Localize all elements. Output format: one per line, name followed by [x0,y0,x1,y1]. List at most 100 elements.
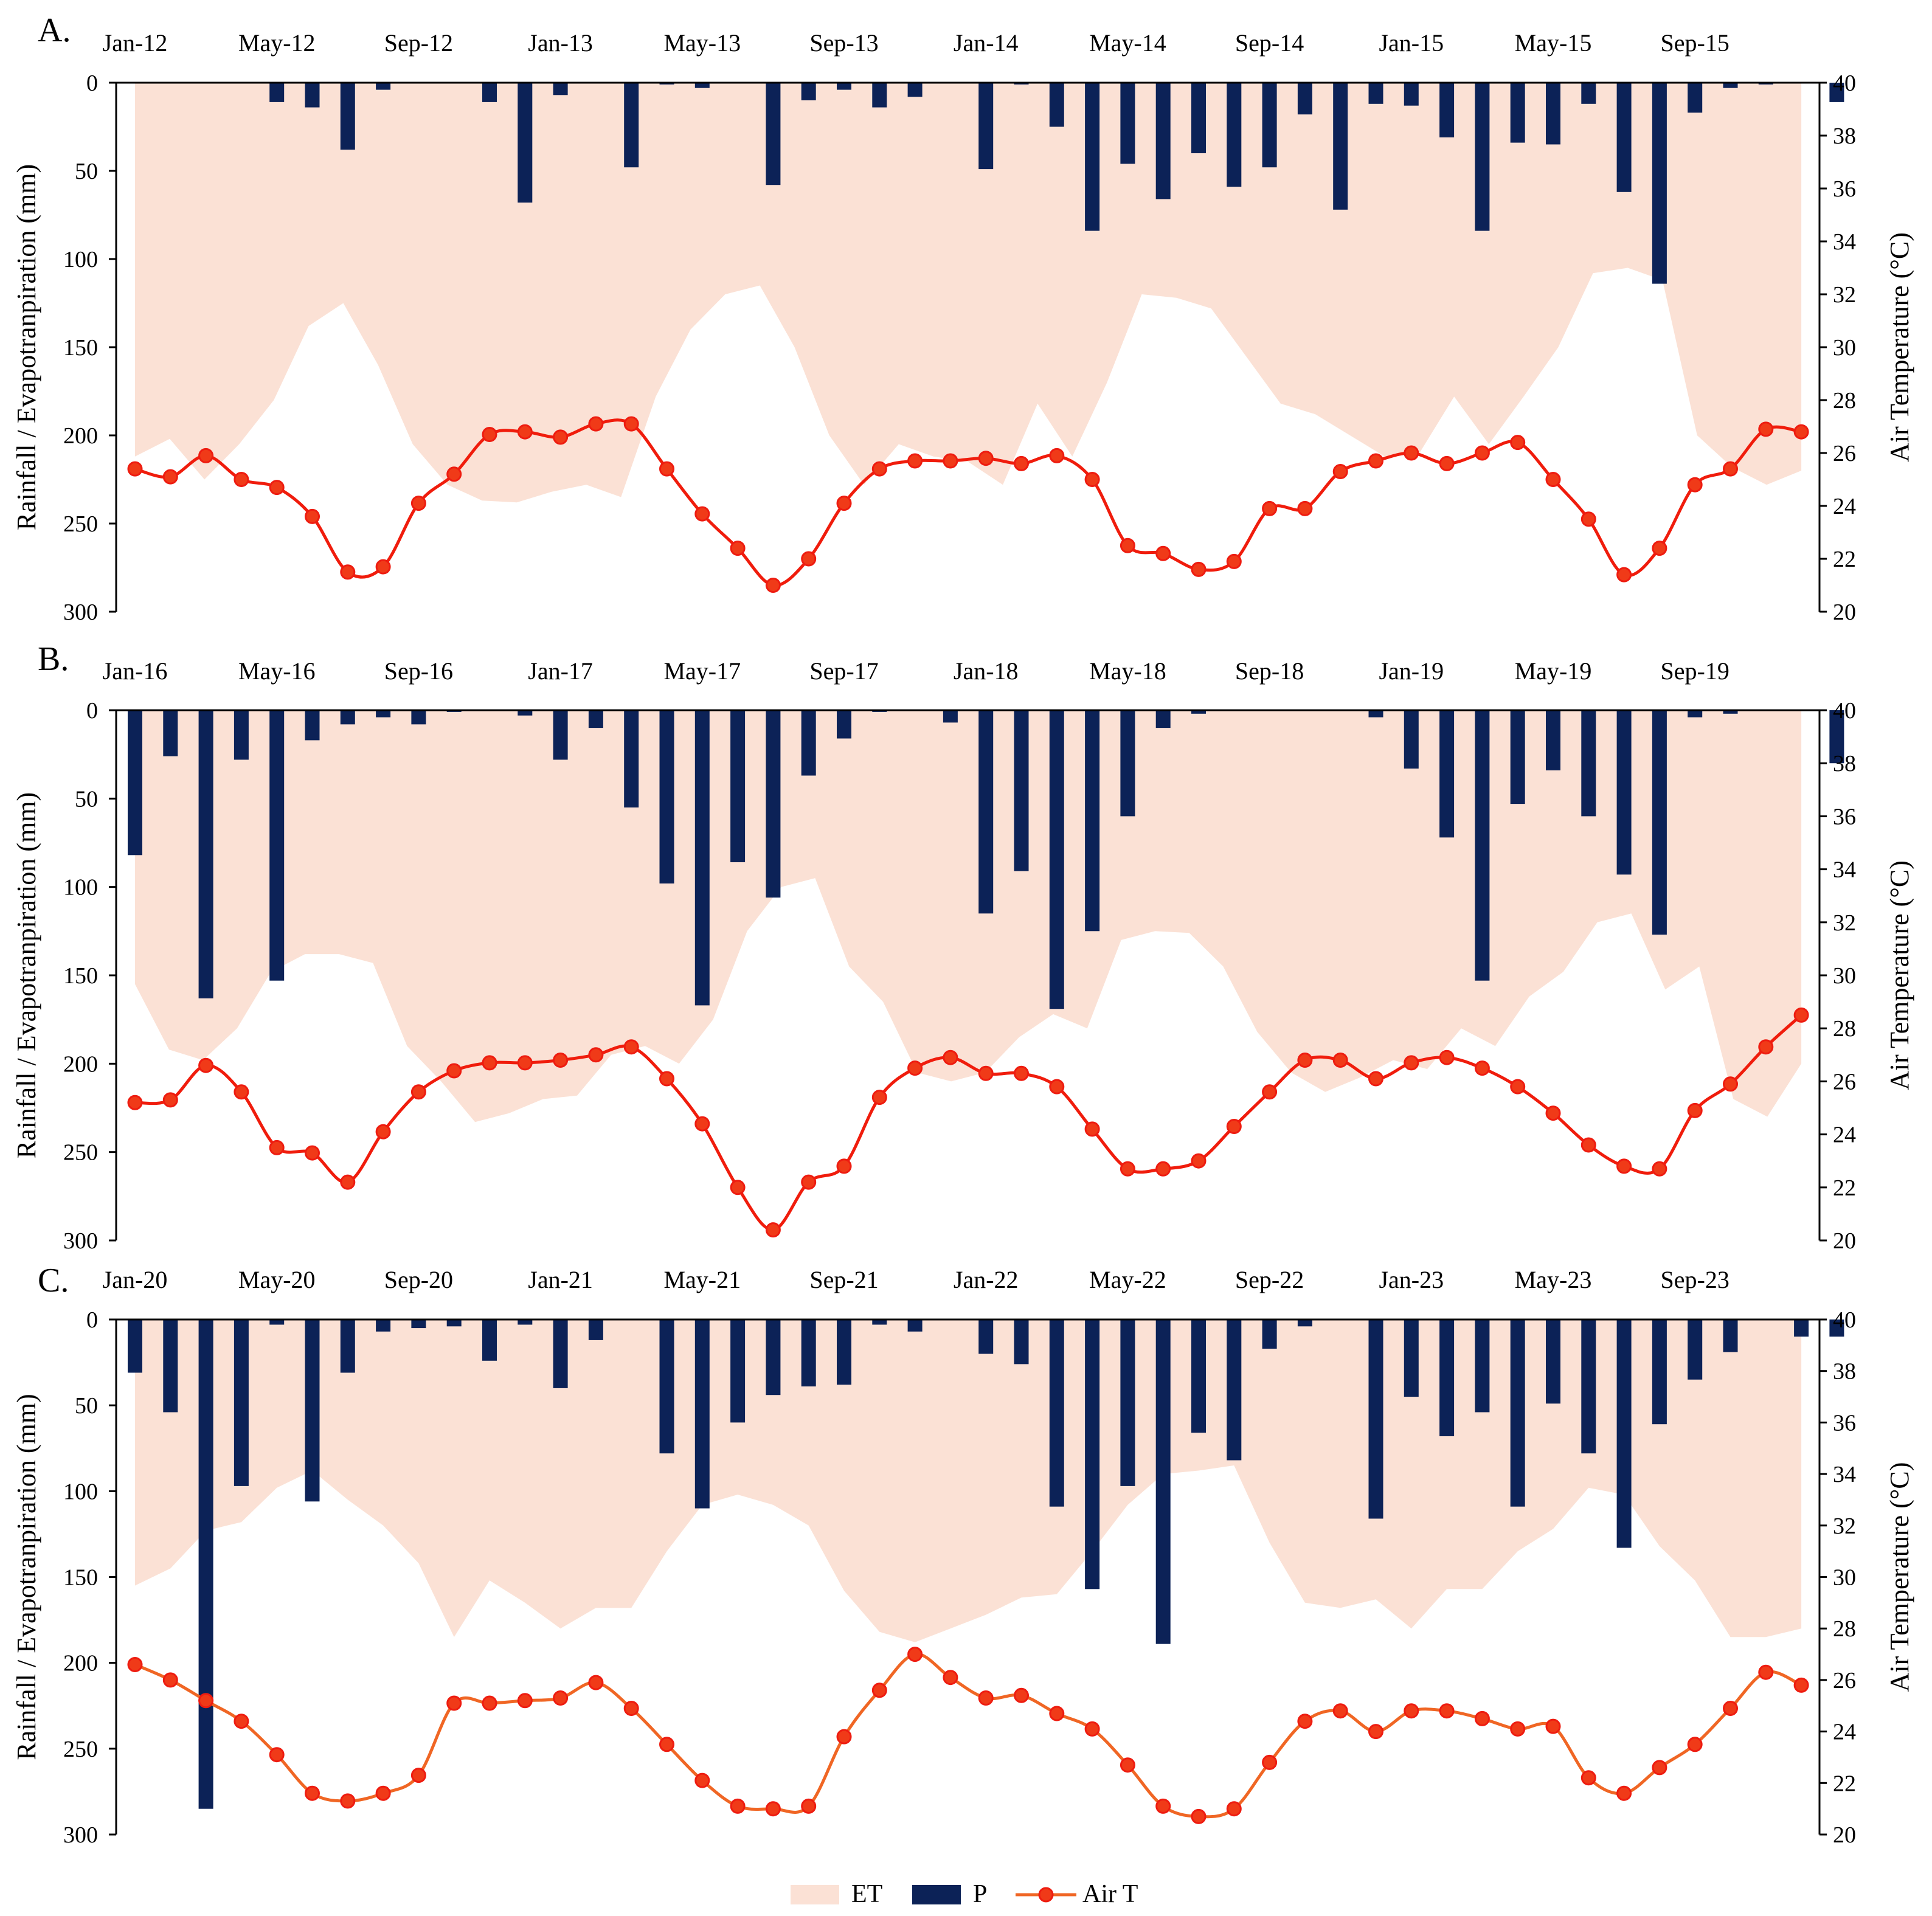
p-bar-28 [1120,1319,1135,1486]
right-tick-label: 20 [1833,600,1856,625]
right-tick-label: 36 [1833,1410,1856,1436]
p-bar-24 [978,83,994,170]
p-bar-12 [553,1319,568,1388]
x-tick-label: May-14 [1089,29,1166,57]
air-temp-point-15 [659,1071,674,1087]
p-bar-17 [730,1319,746,1423]
p-bar-1 [163,710,178,756]
air-temp-point-7 [375,1785,391,1801]
p-bar-11 [518,83,533,203]
air-temp-point-14 [623,1039,639,1055]
air-temp-point-35 [1368,453,1383,469]
x-tick-label: Sep-23 [1661,1266,1729,1293]
air-temp-point-30 [1191,1153,1207,1169]
left-axis-title: Rainfall / Evapotranpiration (mm) [12,792,41,1158]
p-bar-6 [340,1319,355,1373]
right-tick-label: 34 [1833,857,1856,883]
air-temp-point-31 [1226,1119,1242,1134]
air-temp-point-17 [730,541,746,556]
left-tick-label: 0 [86,698,98,724]
panel-c: 0 50 100 150 200 250 300 20 22 24 26 28 30 32 34 36 38 40… [12,1262,1914,1848]
air-temp-point-40 [1545,472,1561,487]
air-temp-point-44 [1687,1737,1703,1752]
x-tick-label: May-21 [663,1266,741,1293]
air-temp-point-46 [1758,1039,1774,1055]
right-tick-label: 22 [1833,1175,1856,1201]
air-temp-point-31 [1226,553,1242,569]
p-bar-13 [588,710,603,728]
p-bar-19 [801,710,816,776]
air-temp-point-38 [1474,445,1490,461]
legend-et-swatch [791,1885,839,1904]
p-bar-26 [1049,710,1064,1009]
x-tick-label: Jan-19 [1379,657,1444,685]
p-bar-43 [1652,83,1667,284]
p-bar-18 [766,83,781,185]
air-temp-point-28 [1120,538,1135,553]
x-tick-label: May-16 [238,657,316,685]
air-temp-point-5 [305,1145,320,1161]
air-temp-point-27 [1084,1721,1100,1737]
p-bar-30 [1191,83,1206,153]
x-tick-label: Sep-16 [384,657,453,685]
p-bar-38 [1475,83,1490,231]
air-temp-point-1 [162,1092,178,1108]
p-bar-48 [1829,1319,1844,1337]
x-tick-label: Jan-14 [954,29,1019,57]
air-temp-point-31 [1226,1801,1242,1817]
air-temp-point-47 [1793,1007,1809,1023]
p-bar-34 [1333,83,1348,210]
x-tick-label: May-12 [238,29,316,57]
air-temp-point-47 [1793,1677,1809,1693]
panel-label: A. [38,12,71,49]
p-bar-20 [837,710,851,739]
air-temp-point-2 [198,1693,214,1709]
p-bar-7 [376,1319,391,1332]
air-temp-point-37 [1439,1050,1455,1065]
air-temp-point-5 [305,1785,320,1801]
p-bar-40 [1546,83,1560,145]
p-bar-38 [1475,710,1490,981]
p-bar-37 [1439,1319,1455,1436]
p-bar-31 [1227,83,1242,187]
x-tick-label: Sep-14 [1235,29,1304,57]
p-bar-26 [1049,1319,1064,1507]
air-temp-point-33 [1297,500,1313,516]
p-bar-3 [234,710,249,760]
x-tick-label: Jan-16 [103,657,168,685]
air-temp-point-30 [1191,1808,1207,1824]
air-temp-point-42 [1616,1158,1632,1174]
p-bar-44 [1688,83,1703,113]
p-bar-45 [1723,710,1738,714]
air-temp-point-46 [1758,1664,1774,1680]
air-temp-point-14 [623,1701,639,1716]
p-bar-6 [340,710,355,725]
left-tick-label: 300 [63,600,98,625]
air-temp-point-11 [517,424,533,440]
right-tick-label: 28 [1833,1616,1856,1642]
air-temp-point-43 [1652,1760,1667,1776]
air-temp-point-34 [1332,1703,1348,1719]
air-temp-point-25 [1014,455,1029,471]
air-temp-point-20 [836,1729,852,1745]
p-bar-21 [872,83,887,108]
air-temp-point-43 [1652,541,1667,556]
right-tick-label: 26 [1833,441,1856,466]
p-bar-29 [1155,710,1171,728]
p-bar-36 [1404,83,1419,106]
air-temp-point-0 [127,1095,143,1110]
air-temp-point-17 [730,1180,746,1195]
right-axis-title: Air Temperature (°C) [1885,232,1914,462]
p-bar-40 [1546,1319,1560,1404]
left-tick-label: 250 [63,511,98,537]
et-area [135,83,1802,503]
air-temp-point-42 [1616,1785,1632,1801]
right-tick-label: 34 [1833,229,1856,255]
air-temp-point-6 [340,1174,356,1190]
p-bar-24 [978,1319,994,1354]
p-bar-5 [305,83,320,108]
p-bar-5 [305,1319,320,1502]
air-temp-point-16 [694,1772,710,1788]
left-tick-label: 200 [63,1051,98,1077]
p-bar-48 [1829,710,1844,764]
